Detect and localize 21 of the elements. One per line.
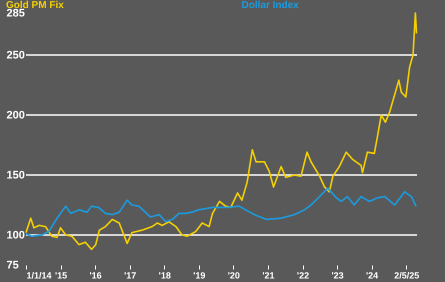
y-tick-label: 200	[6, 110, 25, 122]
x-tick-label: '24	[366, 270, 378, 280]
x-tick-label: '23	[331, 270, 344, 280]
text: Dollar Index	[242, 0, 300, 11]
x-tick-label: '15	[54, 270, 68, 280]
line-series	[25, 12, 418, 250]
y-tick-label: 75	[6, 260, 19, 272]
x-tick-label: '18	[158, 270, 171, 280]
x-tick-label: 1/1/14	[26, 270, 52, 280]
x-tick-label: '17	[124, 270, 136, 280]
line-series	[25, 187, 417, 237]
x-tick-label: '19	[193, 270, 206, 280]
y-tick-label: 250	[6, 50, 25, 62]
x-tick-label: '20	[228, 270, 240, 280]
x-tick-label: '21	[262, 270, 275, 280]
y-tick-label: 150	[6, 170, 25, 182]
y-tick-label: 285	[6, 8, 25, 20]
x-tick-label: '16	[90, 270, 102, 280]
x-tick-label: '22	[296, 270, 310, 280]
x-tick-label: 2/5/25	[394, 270, 420, 280]
y-tick-label: 100	[6, 230, 25, 242]
